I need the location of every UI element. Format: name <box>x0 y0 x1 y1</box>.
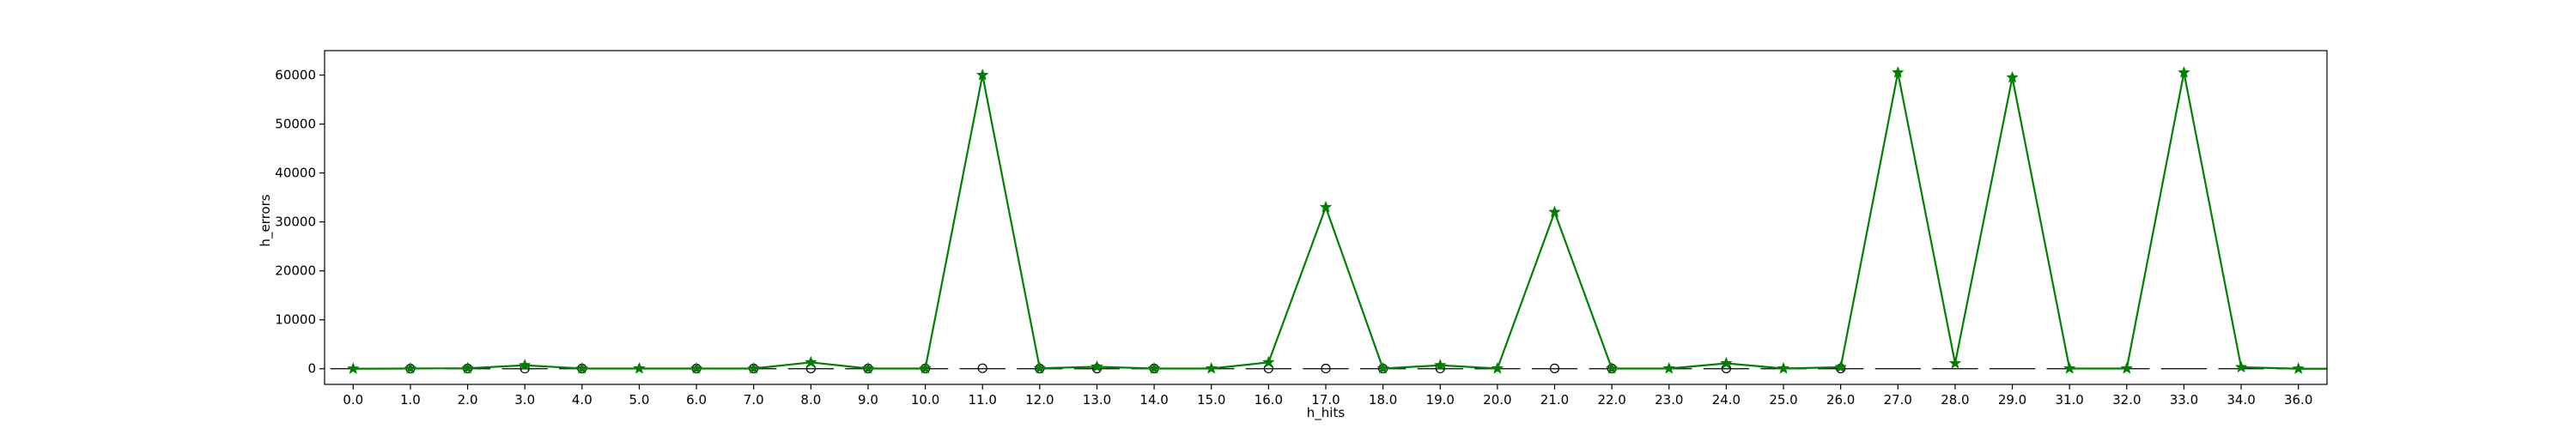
series-point <box>2063 361 2076 374</box>
x-tick-label: 19.0 <box>1426 392 1455 408</box>
series-point <box>1491 361 1504 374</box>
x-tick-label: 11.0 <box>969 392 997 408</box>
series-point <box>461 361 474 374</box>
x-tick-label: 29.0 <box>1998 392 2026 408</box>
x-tick-label: 26.0 <box>1826 392 1855 408</box>
x-tick-label: 32.0 <box>2112 392 2141 408</box>
plot-frame <box>324 50 2328 385</box>
series-point <box>805 355 817 368</box>
x-axis-label: h_hits <box>1307 405 1346 421</box>
y-tick-label: 10000 <box>275 312 316 328</box>
x-tick-label: 23.0 <box>1655 392 1683 408</box>
series-point <box>518 359 532 371</box>
series-point <box>1033 361 1047 374</box>
x-tick-label: 0.0 <box>343 392 363 408</box>
box-outlier <box>1321 363 1331 374</box>
y-tick-label: 50000 <box>275 117 316 132</box>
x-tick-label: 8.0 <box>800 392 821 408</box>
x-tick-label: 2.0 <box>458 392 478 408</box>
series-point <box>690 361 703 374</box>
x-tick-label: 16.0 <box>1255 392 1283 408</box>
series-point <box>1662 361 1676 374</box>
series-point <box>1548 205 1561 218</box>
x-tick-label: 7.0 <box>744 392 764 408</box>
series-point <box>346 362 360 374</box>
series-point <box>1147 361 1161 374</box>
series-point <box>861 361 875 374</box>
x-tick-label: 10.0 <box>911 392 939 408</box>
x-tick-label: 33.0 <box>2170 392 2198 408</box>
x-tick-label: 36.0 <box>2284 392 2312 408</box>
y-tick-label: 20000 <box>275 263 316 279</box>
series-point <box>1720 356 1733 369</box>
x-tick-label: 24.0 <box>1712 392 1741 408</box>
x-tick-label: 4.0 <box>572 392 592 408</box>
y-tick-label: 60000 <box>275 68 316 83</box>
series-point <box>1834 360 1847 373</box>
y-tick-label: 0 <box>307 361 316 377</box>
x-tick-label: 14.0 <box>1139 392 1168 408</box>
series-point <box>1777 361 1790 374</box>
x-tick-label: 15.0 <box>1197 392 1225 408</box>
x-tick-label: 20.0 <box>1483 392 1511 408</box>
series-point <box>2178 65 2190 78</box>
series-point <box>2120 361 2134 374</box>
series-point <box>2006 70 2019 83</box>
x-tick-label: 34.0 <box>2227 392 2255 408</box>
series-point <box>575 361 589 374</box>
series-layer <box>346 65 2327 374</box>
x-tick-label: 31.0 <box>2055 392 2083 408</box>
series-point <box>1205 361 1218 374</box>
x-tick-label: 27.0 <box>1884 392 1912 408</box>
x-tick-label: 17.0 <box>1311 392 1340 408</box>
series-line <box>353 72 2299 370</box>
series-point <box>2292 362 2306 374</box>
series-point <box>1319 200 1333 213</box>
series-point <box>1433 359 1447 371</box>
x-tick-label: 3.0 <box>514 392 535 408</box>
series-point <box>404 361 417 374</box>
series-point <box>1948 356 1962 369</box>
x-tick-label: 21.0 <box>1540 392 1569 408</box>
series-point <box>1891 65 1905 78</box>
x-tick-label: 18.0 <box>1369 392 1397 408</box>
x-tick-label: 22.0 <box>1597 392 1625 408</box>
box-outlier <box>1549 363 1560 374</box>
x-tick-label: 12.0 <box>1025 392 1054 408</box>
y-tick-label: 30000 <box>275 214 316 230</box>
series-point <box>747 361 761 374</box>
series-point <box>1605 361 1619 374</box>
series-point <box>2234 360 2248 373</box>
box-outlier <box>977 363 987 373</box>
series-point <box>1376 361 1389 374</box>
x-tick-label: 13.0 <box>1083 392 1111 408</box>
series-point <box>1091 360 1103 372</box>
x-tick-label: 5.0 <box>629 392 650 408</box>
y-axis-label: h_errors <box>258 194 274 246</box>
series-point <box>975 68 989 81</box>
y-tick-label: 40000 <box>275 166 316 181</box>
series-point <box>633 361 646 374</box>
x-tick-label: 9.0 <box>858 392 878 408</box>
x-tick-label: 28.0 <box>1941 392 1969 408</box>
x-tick-label: 1.0 <box>400 392 421 408</box>
x-tick-label: 6.0 <box>686 392 707 408</box>
series-point <box>1262 355 1275 368</box>
axes-layer: 0 10000 20000 30000 40000 50000 60000 0.0 1.0 2.0… <box>275 50 2328 408</box>
series-point <box>919 361 932 374</box>
x-tick-label: 25.0 <box>1769 392 1797 408</box>
